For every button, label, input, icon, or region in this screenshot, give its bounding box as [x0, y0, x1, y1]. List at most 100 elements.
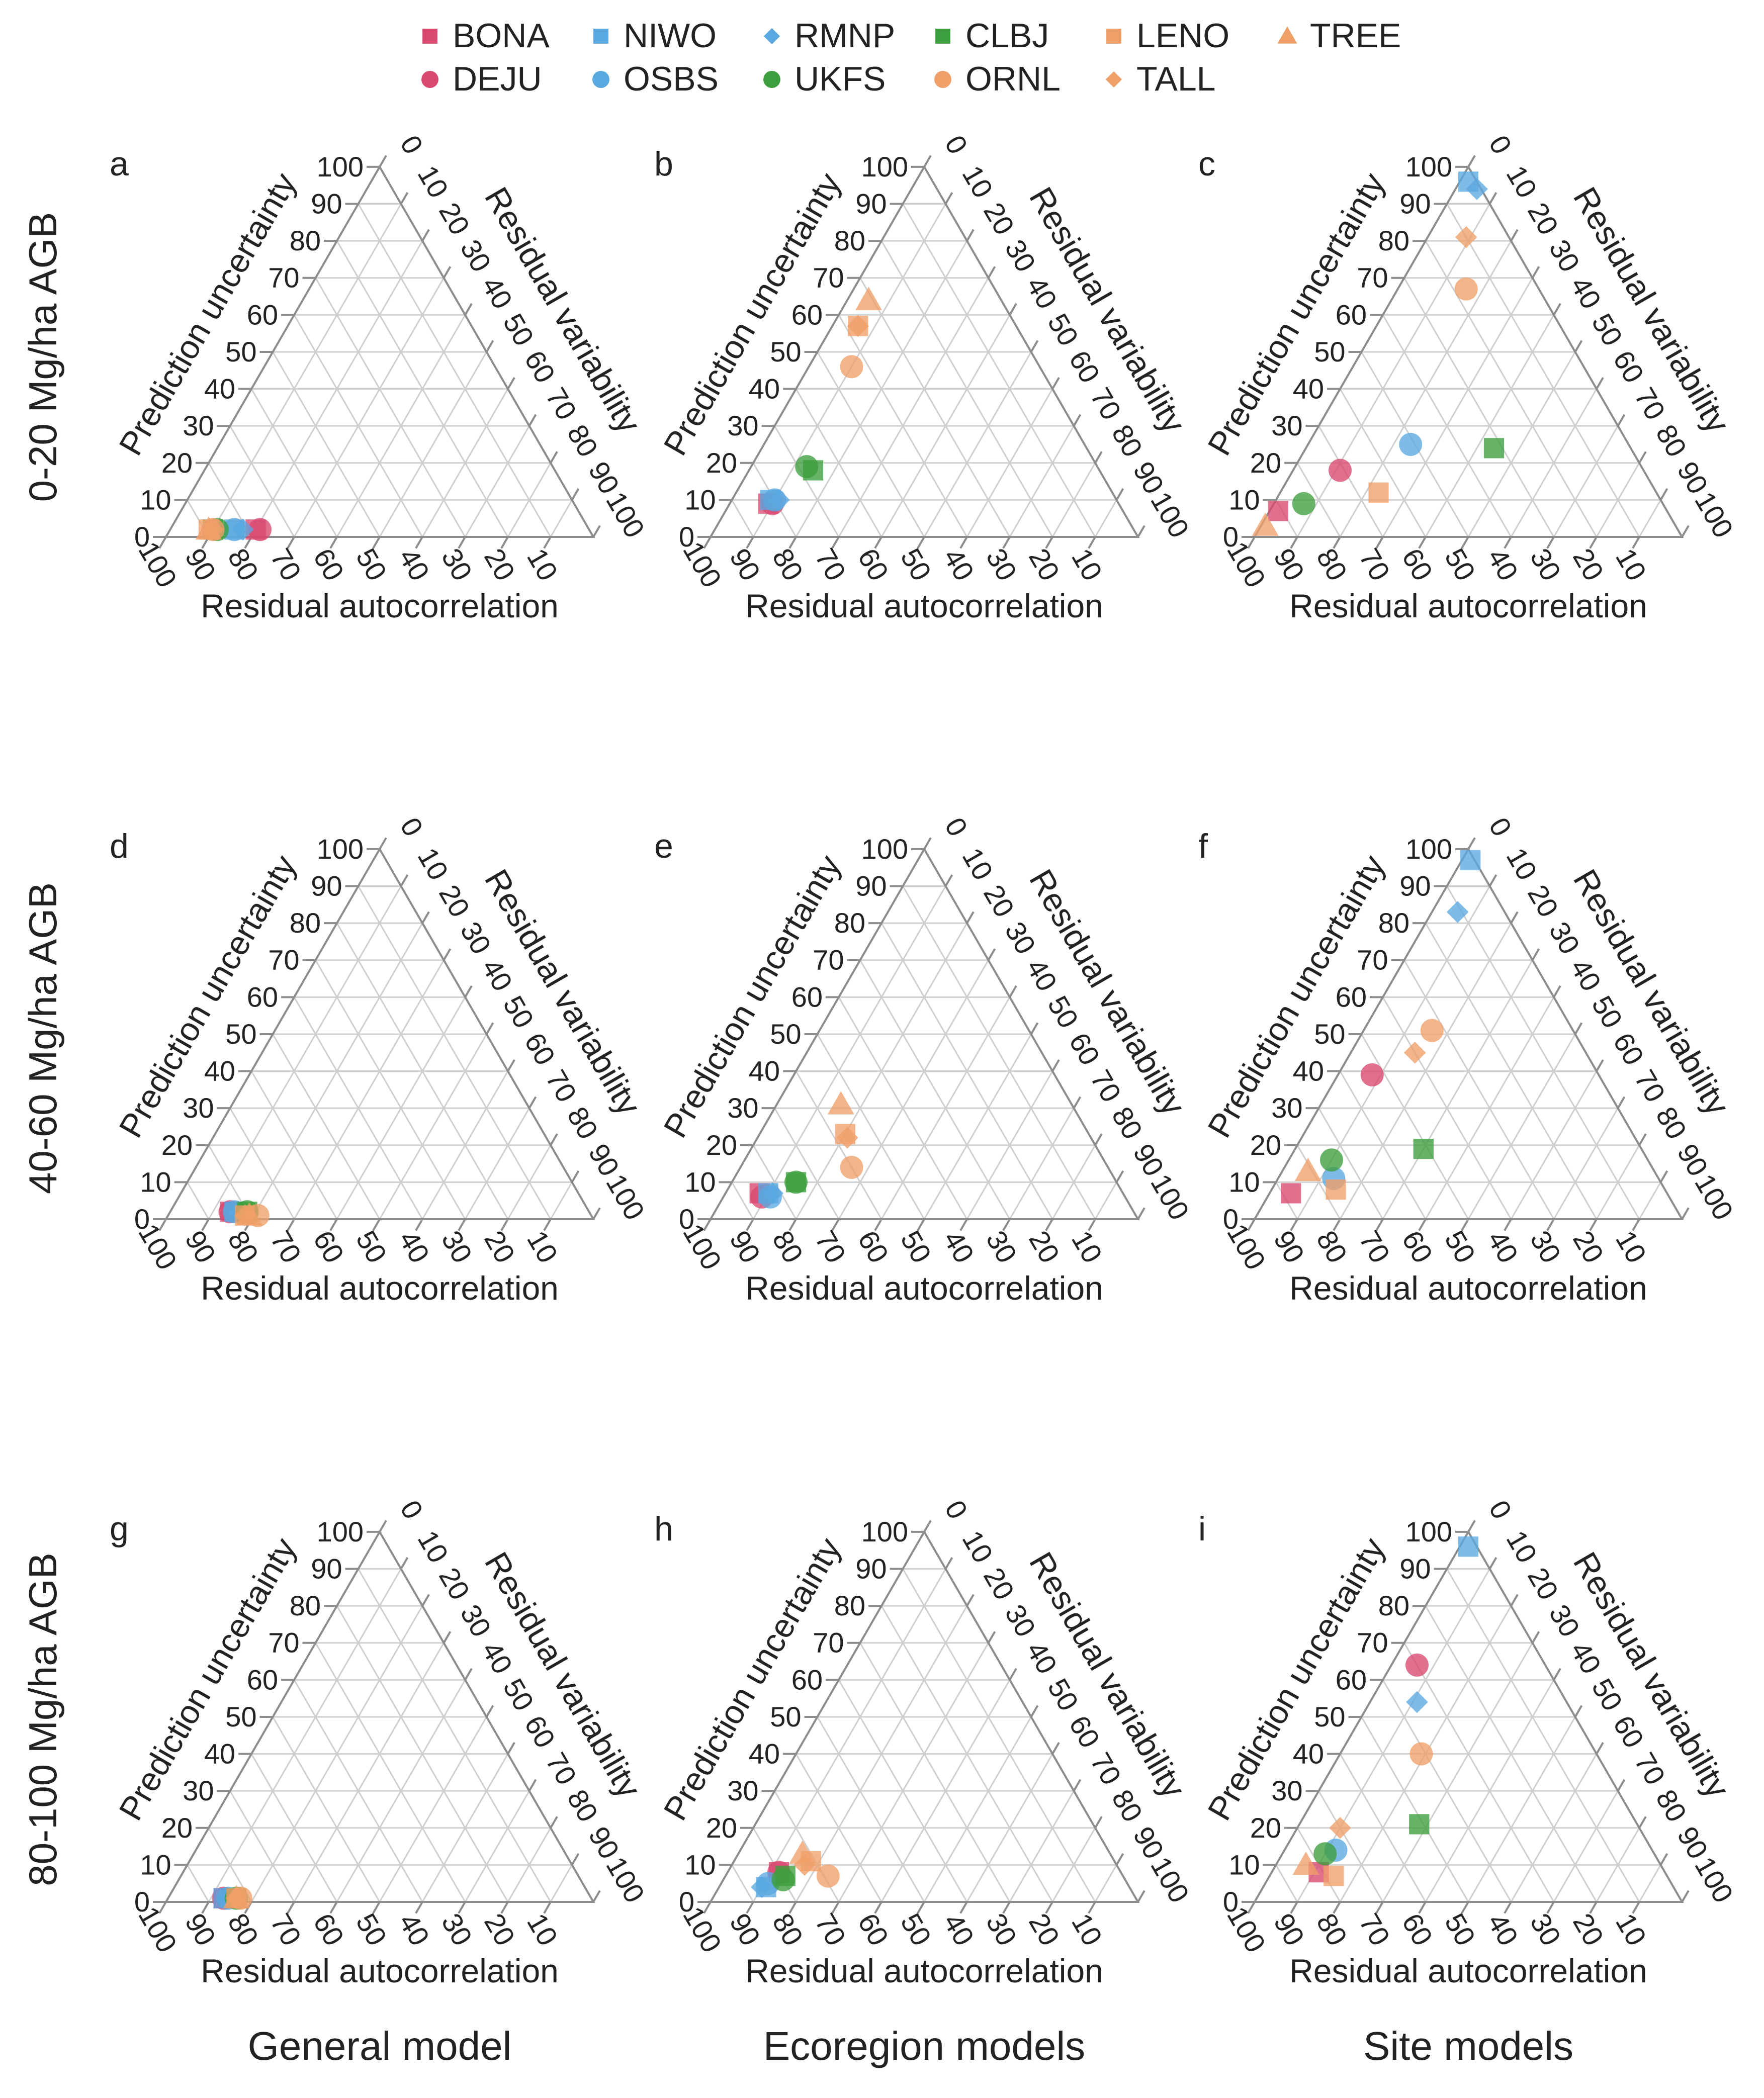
- tick-bottom-50: 50: [895, 1225, 938, 1268]
- tick-right-20: 20: [1522, 1562, 1565, 1605]
- tick-left-50: 50: [1314, 336, 1345, 368]
- tick-right-30: 30: [999, 234, 1042, 277]
- tick-left-20: 20: [706, 1129, 737, 1161]
- tick-right-80: 80: [1106, 1102, 1149, 1144]
- tick-right-100: 100: [600, 1852, 651, 1908]
- tick-left-70: 70: [813, 262, 844, 294]
- tick-bottom-80: 80: [222, 1908, 265, 1951]
- tick-left-20: 20: [161, 447, 193, 479]
- tick-bottom-20: 20: [478, 543, 521, 586]
- legend-marker-ukfs: [763, 71, 780, 88]
- tick-left-80: 80: [1378, 225, 1409, 256]
- tick-right-30: 30: [999, 1599, 1042, 1642]
- tick-left-60: 60: [1336, 299, 1367, 330]
- tick-left-70: 70: [813, 1627, 844, 1659]
- tick-left-90: 90: [855, 1553, 887, 1584]
- legend-label-leno: LENO: [1136, 17, 1229, 55]
- tick-left-30: 30: [183, 1092, 214, 1124]
- tick-bottom-70: 70: [1353, 1908, 1396, 1951]
- tick-bottom-20: 20: [1567, 1225, 1610, 1268]
- tick-right-50: 50: [1042, 308, 1085, 351]
- tick-right-70: 70: [1629, 382, 1672, 425]
- tick-right-100: 100: [1144, 1169, 1195, 1225]
- tick-right-60: 60: [1607, 345, 1650, 388]
- tick-left-60: 60: [1336, 981, 1367, 1013]
- tick-bottom-30: 30: [980, 1225, 1023, 1268]
- tick-right-30: 30: [455, 917, 498, 959]
- panel-letter-a: a: [110, 145, 129, 183]
- point-f-deju: [1360, 1063, 1384, 1086]
- tick-bottom-90: 90: [724, 1225, 767, 1268]
- point-i-niwo: [1458, 1536, 1479, 1557]
- ternary-panel-f: 0102030405060708090100010203040506070809…: [1198, 812, 1740, 1307]
- tick-left-60: 60: [247, 299, 278, 330]
- point-h-ornl: [816, 1864, 840, 1888]
- tick-bottom-60: 60: [852, 1225, 895, 1268]
- tick-left-100: 100: [861, 1516, 908, 1547]
- column-label-3: Site models: [1363, 2024, 1573, 2068]
- tick-left-80: 80: [290, 225, 321, 256]
- point-i-clbj: [1409, 1814, 1430, 1835]
- point-b-ornl: [840, 355, 863, 379]
- tick-bottom-30: 30: [435, 1908, 479, 1951]
- tick-left-0: 0: [134, 521, 150, 553]
- tick-right-100: 100: [1689, 1852, 1739, 1908]
- tick-right-20: 20: [433, 879, 476, 922]
- ternary-panel-g: 0102030405060708090100010203040506070809…: [110, 1495, 651, 1989]
- tick-right-0: 0: [1483, 130, 1518, 159]
- tick-left-40: 40: [749, 1055, 780, 1087]
- point-b-clbj: [803, 460, 824, 481]
- column-label-1: General model: [248, 2024, 512, 2068]
- axis-label-bottom: Residual autocorrelation: [201, 1269, 559, 1307]
- tick-bottom-10: 10: [1066, 543, 1109, 586]
- panel-letter-d: d: [110, 827, 129, 865]
- ternary-panel-e: 0102030405060708090100010203040506070809…: [654, 812, 1196, 1307]
- tick-bottom-40: 40: [937, 543, 981, 586]
- point-e-tree: [827, 1091, 854, 1115]
- tick-right-20: 20: [433, 1562, 476, 1605]
- point-f-tree: [1294, 1157, 1321, 1181]
- tick-left-10: 10: [140, 484, 171, 515]
- tick-bottom-90: 90: [1268, 543, 1311, 586]
- tick-left-30: 30: [727, 410, 758, 441]
- point-c-tall: [1455, 226, 1477, 248]
- tick-left-90: 90: [855, 188, 887, 219]
- axis-label-bottom: Residual autocorrelation: [201, 587, 559, 624]
- panel-letter-i: i: [1198, 1510, 1206, 1548]
- point-c-tree: [1252, 512, 1279, 536]
- tick-bottom-40: 40: [1481, 1908, 1525, 1951]
- tick-right-60: 60: [1607, 1028, 1650, 1070]
- tick-left-10: 10: [1228, 1849, 1260, 1880]
- legend-marker-rmnp: [763, 28, 780, 45]
- tick-bottom-80: 80: [1310, 543, 1354, 586]
- tick-bottom-60: 60: [1396, 1908, 1439, 1951]
- legend-label-ornl: ORNL: [965, 60, 1061, 98]
- tick-right-60: 60: [518, 1710, 562, 1753]
- tick-left-50: 50: [225, 1018, 256, 1050]
- tick-bottom-10: 10: [521, 1908, 564, 1951]
- legend-label-osbs: OSBS: [624, 60, 719, 98]
- tick-bottom-60: 60: [307, 543, 350, 586]
- tick-bottom-50: 50: [1439, 543, 1482, 586]
- tick-bottom-20: 20: [478, 1225, 521, 1268]
- point-i-tall: [1329, 1816, 1351, 1839]
- tick-left-20: 20: [1250, 1129, 1281, 1161]
- tick-right-70: 70: [1085, 1747, 1128, 1790]
- point-g-tree: [223, 1885, 250, 1908]
- tick-left-30: 30: [1271, 1092, 1302, 1124]
- tick-right-10: 10: [1501, 160, 1544, 203]
- legend-marker-deju: [421, 71, 438, 88]
- tick-bottom-90: 90: [179, 543, 222, 586]
- tick-right-10: 10: [956, 160, 1000, 203]
- tick-left-40: 40: [204, 1738, 235, 1770]
- tick-left-40: 40: [749, 1738, 780, 1770]
- tick-left-10: 10: [684, 1166, 716, 1198]
- tick-bottom-70: 70: [1353, 543, 1396, 586]
- tick-bottom-10: 10: [1066, 1908, 1109, 1951]
- tick-left-50: 50: [1314, 1701, 1345, 1732]
- tick-bottom-60: 60: [307, 1908, 350, 1951]
- point-i-ukfs: [1313, 1842, 1337, 1866]
- tick-right-100: 100: [600, 487, 651, 543]
- tick-left-70: 70: [268, 1627, 299, 1659]
